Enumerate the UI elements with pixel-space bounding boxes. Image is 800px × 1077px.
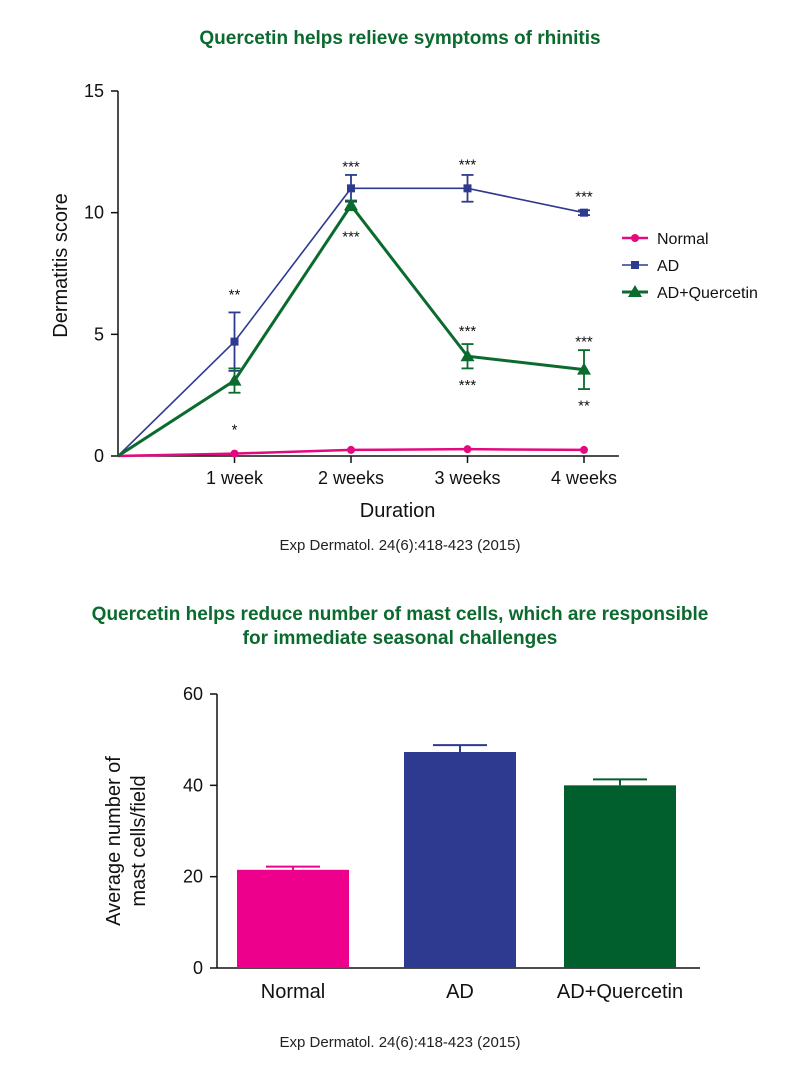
data-point (580, 208, 588, 217)
y-tick-label: 0 (193, 958, 203, 978)
bar-chart-title-line-2: for immediate seasonal challenges (242, 628, 558, 649)
line-chart-title: Quercetin helps relieve symptoms of rhin… (199, 28, 601, 49)
x-tick-label: 4 weeks (551, 468, 617, 488)
bar-ad (404, 751, 516, 968)
significance-label: ** (229, 287, 241, 304)
x-tick-label: 1 week (206, 468, 264, 488)
x-tick-label: AD+Quercetin (557, 981, 683, 1003)
significance-label: ** (578, 398, 590, 415)
data-point (577, 362, 591, 375)
y-tick-label: 20 (183, 867, 203, 887)
bar-chart-title-line-1: Quercetin helps reduce number of mast ce… (91, 604, 709, 625)
data-point (227, 373, 242, 386)
data-point (463, 184, 472, 193)
legend-marker (631, 234, 639, 242)
significance-label: *** (575, 189, 593, 206)
significance-label: *** (342, 228, 360, 245)
significance-label: * (232, 422, 238, 439)
data-point (580, 445, 588, 454)
legend-marker (631, 261, 639, 269)
y-tick-label: 5 (94, 324, 104, 344)
bar-chart-title: Quercetin helps reduce number of mast ce… (0, 603, 800, 651)
series-normal (117, 445, 588, 458)
y-tick-label: 0 (94, 446, 104, 466)
y-tick-label: 10 (84, 203, 104, 223)
data-point (347, 184, 355, 193)
y-tick-label: 60 (183, 684, 203, 704)
y-axis-title-line-1: Average number of (103, 756, 125, 926)
legend-label: AD+Quercetin (657, 285, 758, 302)
line-chart-citation: Exp Dermatol. 24(6):418-423 (2015) (279, 537, 521, 554)
legend-marker (628, 285, 642, 297)
significance-label: *** (459, 156, 477, 173)
data-point (344, 198, 358, 211)
y-tick-label: 40 (183, 775, 203, 795)
line-chart: 0 5 10 15 1 week 2 weeks 3 weeks 4 weeks Duratio… (50, 81, 758, 522)
y-tick-label: 15 (84, 81, 104, 101)
x-tick-label: 3 weeks (434, 468, 500, 488)
bar-ad-quercetin (564, 785, 676, 968)
bar-chart-citation: Exp Dermatol. 24(6):418-423 (2015) (279, 1034, 521, 1051)
series-ad-quercetin (117, 198, 591, 458)
x-tick-label: AD (446, 981, 474, 1003)
legend-label: AD (657, 258, 679, 275)
significance-label: *** (342, 158, 360, 175)
data-point (460, 349, 475, 362)
data-point (463, 445, 472, 454)
significance-label: *** (459, 377, 477, 394)
y-axis-title-line-2: mast cells/field (128, 775, 150, 906)
x-tick-label: Normal (261, 981, 325, 1003)
bar-normal (237, 869, 349, 968)
data-point (230, 449, 239, 458)
data-point (230, 337, 239, 346)
series-ad (117, 174, 590, 457)
x-tick-label: 2 weeks (318, 468, 384, 488)
x-axis-title: Duration (360, 500, 436, 522)
significance-label: *** (459, 323, 477, 340)
y-axis-title: Dermatitis score (50, 193, 72, 337)
significance-label: *** (575, 334, 593, 351)
legend-label: Normal (657, 231, 709, 248)
data-point (347, 445, 355, 454)
